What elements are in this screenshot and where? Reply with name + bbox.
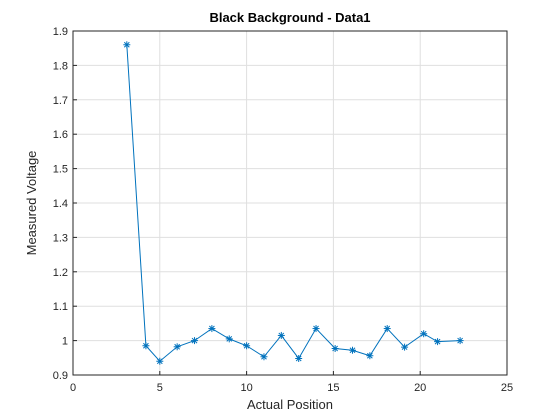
- y-tick-label: 1.6: [53, 129, 68, 141]
- data-point: [366, 352, 374, 360]
- x-tick-label: 25: [501, 382, 513, 394]
- x-tick-label: 20: [414, 382, 426, 394]
- y-tick-label: 0.9: [53, 370, 68, 382]
- y-tick-label: 1.3: [53, 232, 68, 244]
- data-point: [383, 325, 391, 333]
- y-tick-label: 1.7: [53, 95, 68, 107]
- x-tick-label: 10: [240, 382, 252, 394]
- data-point: [156, 357, 164, 365]
- x-tick-label: 0: [70, 382, 76, 394]
- y-tick-label: 1.5: [53, 164, 68, 176]
- data-point: [331, 345, 339, 353]
- y-tick-label: 1.2: [53, 267, 68, 279]
- y-axis-label: Measured Voltage: [24, 151, 39, 256]
- y-tick-label: 1.1: [53, 301, 68, 313]
- data-point: [420, 330, 428, 338]
- x-tick-label: 15: [327, 382, 339, 394]
- data-point: [123, 41, 131, 49]
- x-tick-label: 5: [157, 382, 163, 394]
- data-point: [260, 353, 268, 361]
- series-layer: [123, 41, 464, 365]
- data-point: [456, 337, 464, 345]
- data-point: [348, 346, 356, 354]
- data-point: [295, 354, 303, 362]
- x-axis-label: Actual Position: [247, 397, 333, 412]
- data-point: [243, 342, 251, 350]
- series-line: [126, 44, 461, 362]
- chart-title: Black Background - Data1: [209, 10, 370, 25]
- data-point: [173, 343, 181, 351]
- y-tick-label: 1.4: [53, 198, 68, 210]
- data-point: [401, 343, 409, 351]
- y-tick-label: 1: [62, 336, 68, 348]
- data-point: [208, 325, 216, 333]
- y-tick-label: 1.8: [53, 60, 68, 72]
- data-point: [225, 335, 233, 343]
- data-point: [142, 342, 150, 350]
- data-point: [434, 338, 442, 346]
- grid-lines: [72, 30, 508, 376]
- data-point: [312, 325, 320, 333]
- data-point: [191, 337, 199, 345]
- axis-ticks: 0 5 10 15 20 25 0.9 1 1.1 1.2 1.3 1.4 1.5 1.6 1.7 1.8 1.…: [53, 26, 513, 394]
- data-point: [277, 331, 285, 339]
- y-tick-label: 1.9: [53, 26, 68, 38]
